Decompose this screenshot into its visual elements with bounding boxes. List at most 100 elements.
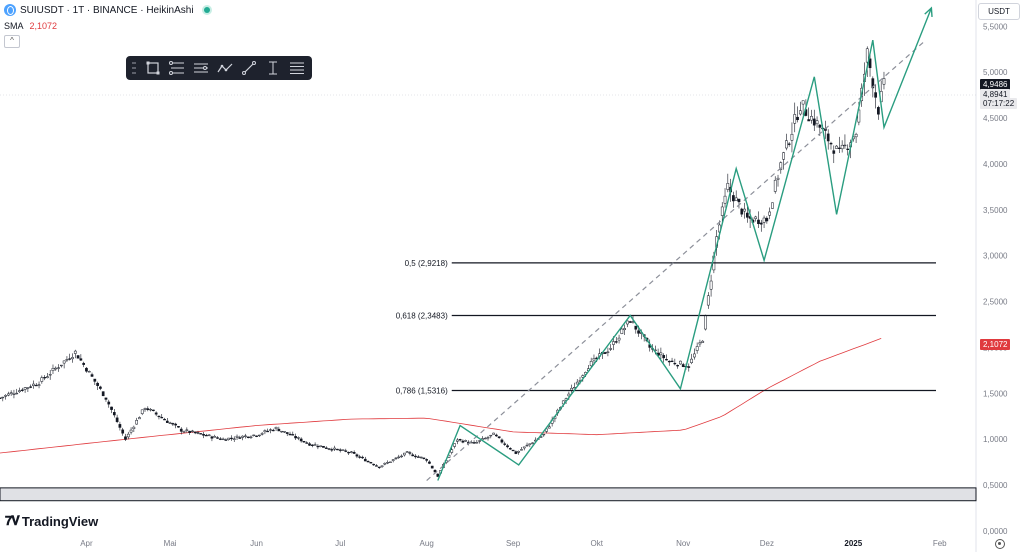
fib-retracement[interactable]: 0,5 (2,9218) 0,618 (2,3483) 0,786 (1,5316) [396,259,936,396]
candle-body [737,198,741,203]
candle-body [216,437,219,439]
candle-body [154,412,158,415]
trend-line[interactable] [426,39,927,481]
candle-body [514,451,518,454]
candle-body [389,461,392,463]
fib-icon[interactable] [168,59,186,77]
measure-icon[interactable] [264,59,282,77]
symbol-title[interactable]: SUIUSDT · 1T · BINANCE · HeikinAshi [20,4,194,16]
candle-body [634,325,638,330]
candle-body [40,377,44,382]
trendline-icon[interactable] [240,59,258,77]
candle-body [782,152,785,160]
candle-body [82,362,86,365]
candle-body [310,444,314,446]
candle-body [416,456,420,458]
candle-body [71,357,74,360]
parallel-icon[interactable] [288,59,306,77]
bar-countdown-tag: 07:17:22 [980,98,1018,109]
candle-body [121,429,125,434]
candle-body [146,408,150,410]
candle-body [547,426,551,429]
candle-body [531,442,534,444]
candle-body [693,353,696,358]
pattern-icon[interactable] [216,59,234,77]
candle-body [377,466,381,469]
candle-body [9,392,13,395]
candle-body [101,391,105,397]
time-tick-label: Apr [80,539,93,548]
candle-body [297,437,300,439]
fib-extension-icon[interactable] [192,59,210,77]
candle-body [525,444,529,447]
candle-body [701,340,705,343]
sma-legend[interactable]: SMA 2,1072 [4,21,57,31]
candle-body [48,374,52,376]
price-tick-label: 3,0000 [983,252,1008,261]
candle-body [690,358,693,363]
candle-body [815,120,819,125]
candle-body [235,435,239,438]
candle-body [414,455,417,458]
candle-body [313,444,317,446]
candle-body [868,58,872,69]
candle-body [90,374,94,377]
gear-icon[interactable] [995,539,1005,549]
drag-handle-icon[interactable] [132,62,136,74]
candle-body [352,452,356,454]
collapse-legend-button[interactable]: ^ [4,35,20,48]
candle-body [793,114,797,124]
rectangle-icon[interactable] [144,59,162,77]
candle-body [308,443,311,446]
candle-body [603,352,607,354]
candle-body [124,436,127,440]
candle-body [681,364,685,368]
time-tick-label: Dez [760,539,774,548]
candle-body [670,360,674,363]
symbol-header[interactable]: SUIUSDT · 1T · BINANCE · HeikinAshi [4,4,210,16]
candle-body [4,395,7,397]
candle-body [810,116,813,121]
candle-body [294,436,297,439]
currency-selector[interactable]: USDT [978,3,1020,20]
candle-body [327,448,331,450]
candle-body [302,440,306,443]
candle-body [720,206,724,216]
drawing-toolbar[interactable] [126,56,312,80]
wave-path [437,7,933,481]
candle-body [425,459,429,461]
elliott-wave-projection[interactable] [437,6,933,481]
candle-body [687,366,691,368]
candle-body [734,197,738,201]
candle-body [408,452,412,454]
candle-body [163,418,166,421]
candle-body [740,208,744,215]
tradingview-logo[interactable]: 𝟕𝐕 TradingView [5,513,98,529]
candle-body [818,124,822,128]
candle-body [478,440,481,442]
time-axis[interactable]: Apr Mai Jun Jul Aug Sep Okt Nov Dez 2025 Feb [80,539,947,548]
candle-body [386,462,389,464]
candle-body [665,359,668,361]
candle-body [606,351,610,353]
candle-body [355,454,359,457]
candle-body [126,433,130,438]
candle-body [15,392,19,395]
candle-body [363,458,367,462]
candle-body [612,341,615,345]
candle-body [865,48,869,63]
candle-body [402,452,406,456]
market-open-icon [203,7,210,13]
candle-body [508,448,512,450]
candle-body [12,393,16,396]
time-tick-label: Sep [506,539,521,548]
candle-body [350,451,353,453]
wave-arrowhead [924,6,933,18]
candle-body [807,119,811,122]
candle-body [768,211,771,216]
fib-level-label: 0,5 (2,9218) [405,259,448,268]
candle-body [846,148,850,150]
candle-body [99,386,102,389]
candle-body [517,450,521,453]
